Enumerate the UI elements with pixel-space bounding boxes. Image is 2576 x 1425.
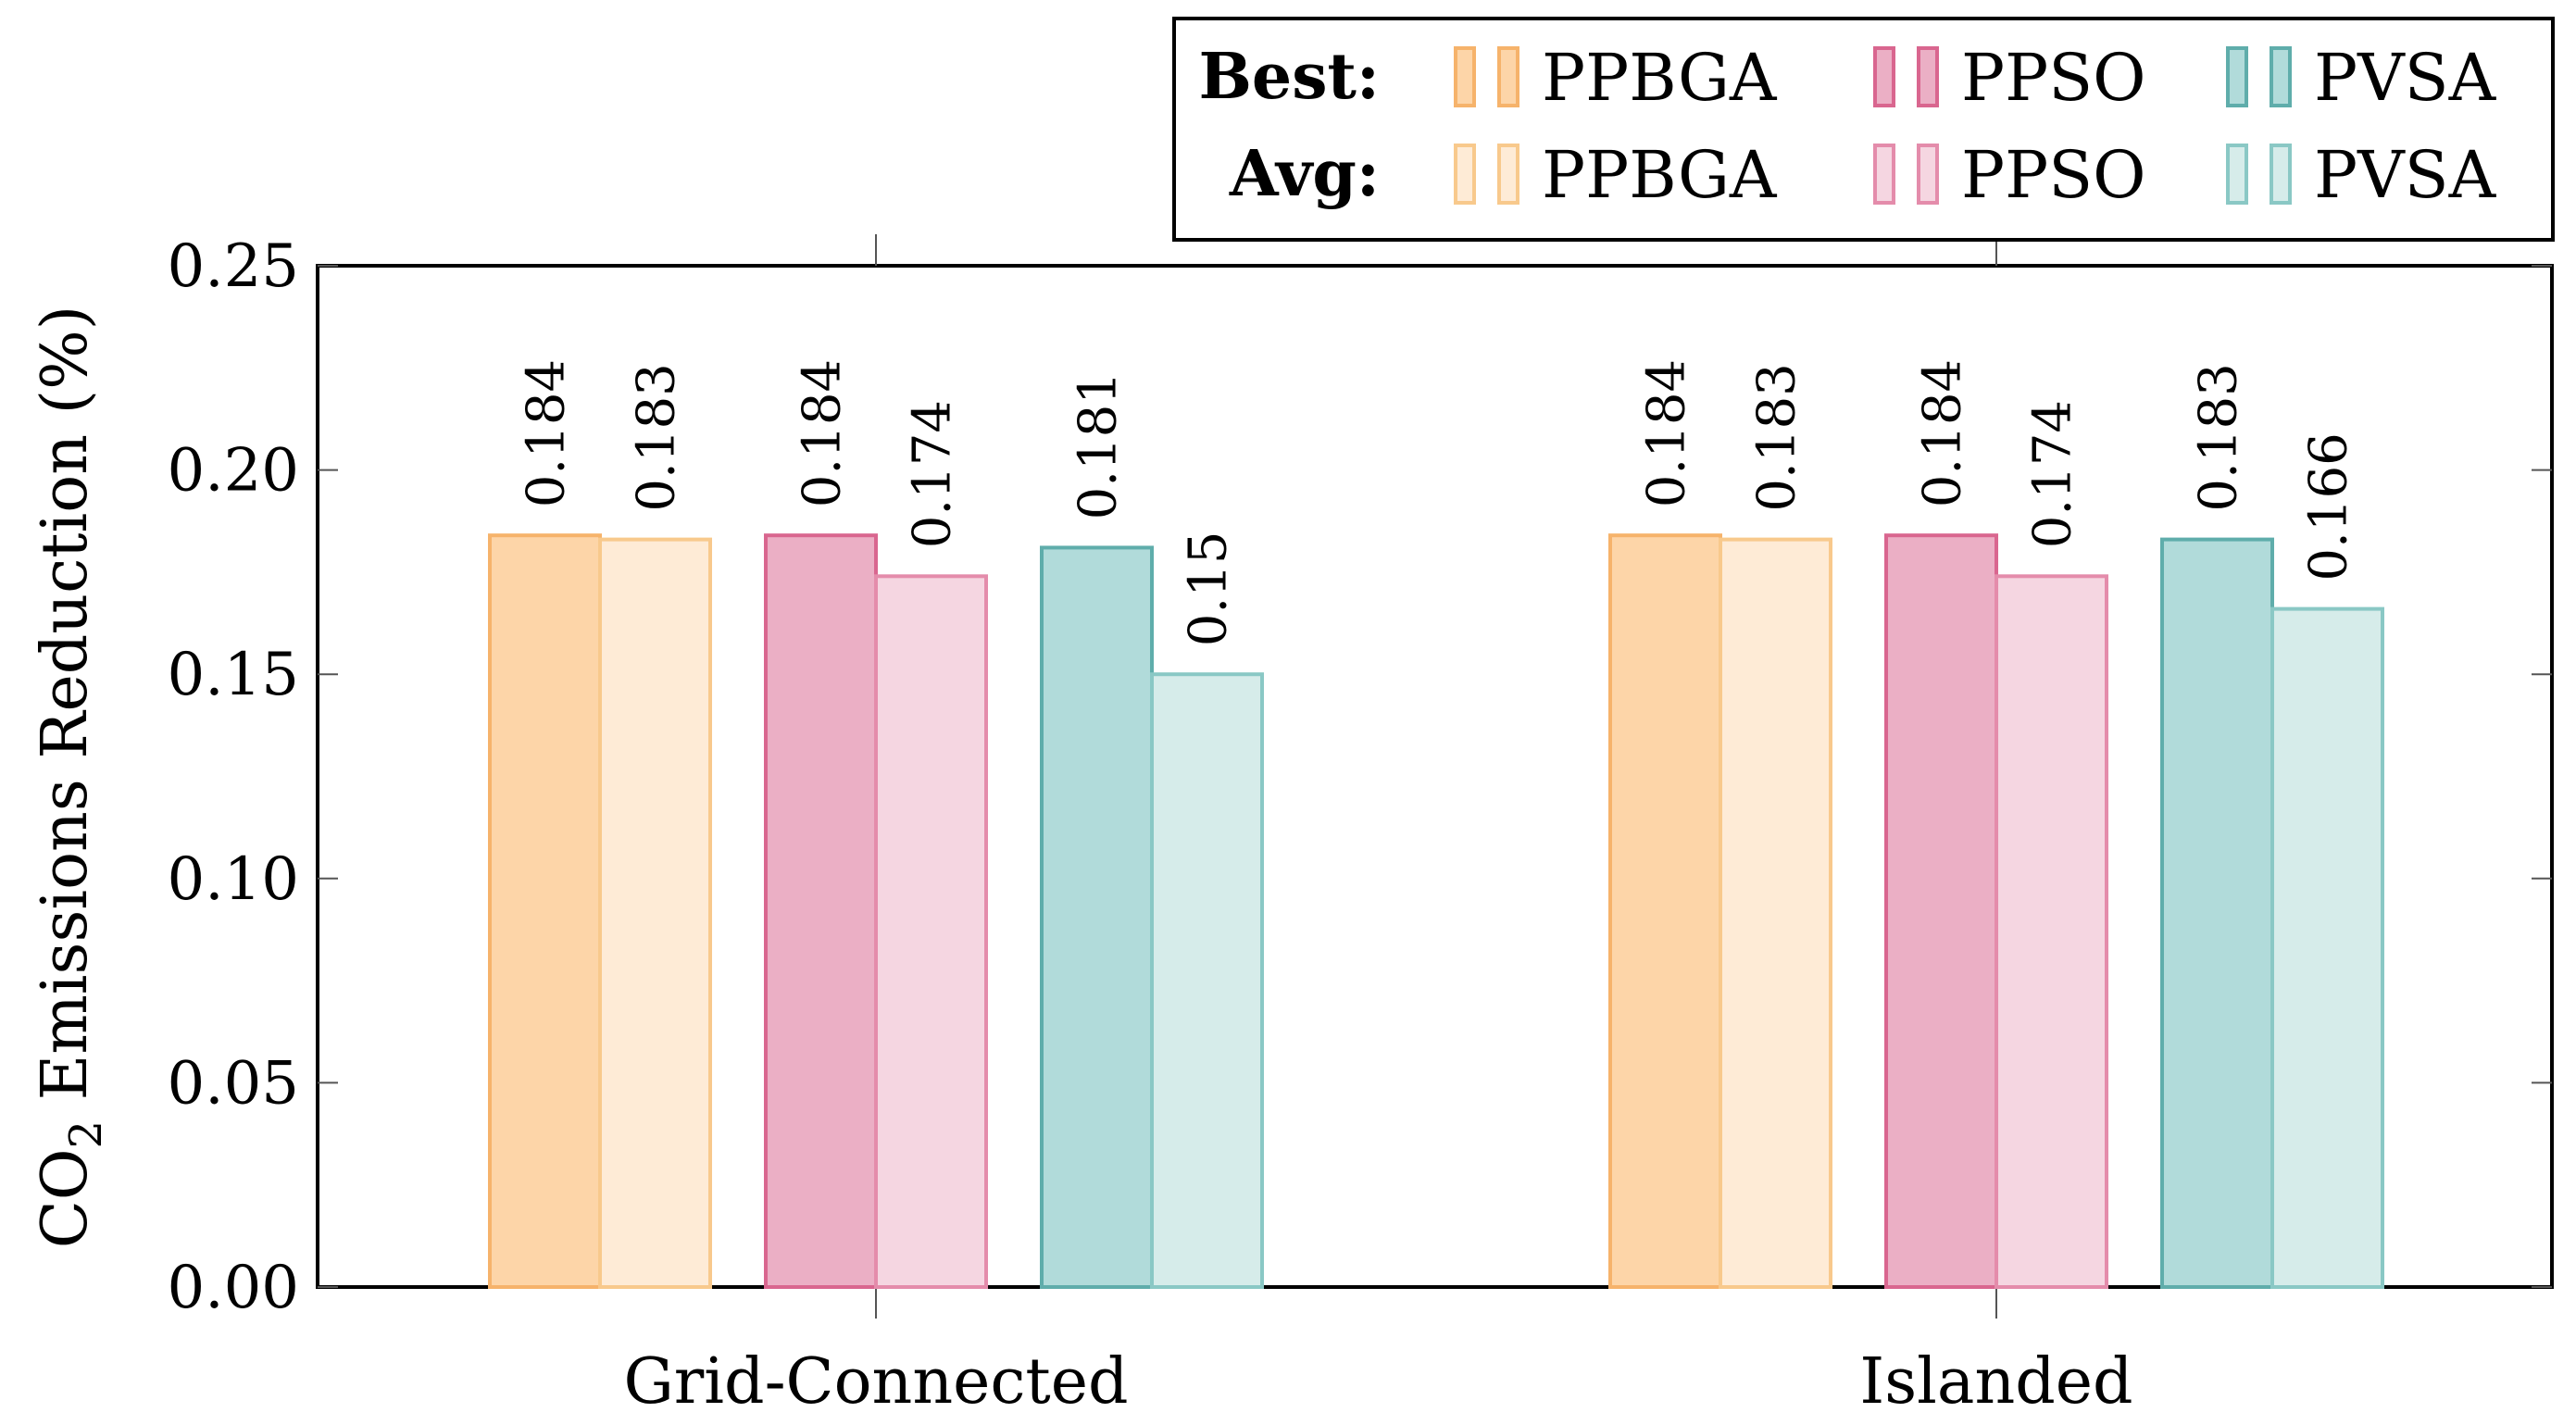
- legend-item-label: PVSA: [2314, 40, 2497, 116]
- legend-frame: [1172, 17, 2555, 242]
- legend-row-label: Avg:: [1229, 137, 1380, 211]
- bar-value-label: 0.174: [2023, 400, 2083, 548]
- bar: [764, 533, 878, 1289]
- legend-row-label: Best:: [1198, 40, 1380, 114]
- legend-swatch: [2226, 46, 2248, 107]
- bar-value-label: 0.181: [1069, 371, 1129, 519]
- legend-swatch: [2270, 144, 2292, 205]
- legend-swatch: [1873, 144, 1895, 205]
- legend-swatch: [1454, 144, 1476, 205]
- y-tick-label: 0.25: [168, 232, 300, 301]
- x-category-label: Islanded: [1859, 1345, 2132, 1419]
- bar: [1608, 533, 1722, 1289]
- y-tick-label: 0.00: [168, 1254, 300, 1322]
- bar: [2160, 537, 2274, 1289]
- y-tick-label: 0.20: [168, 437, 300, 506]
- bar-value-label: 0.184: [1637, 359, 1697, 507]
- legend-item-label: PPBGA: [1542, 40, 1778, 116]
- axis-ticks: 0.00 0.05 0.10 0.15 0.20 0.25 Grid-Connected Is…: [168, 232, 2552, 1419]
- legend-swatch: [1917, 144, 1939, 205]
- legend-item-label: PVSA: [2314, 137, 2497, 213]
- y-tick-label: 0.10: [168, 845, 300, 914]
- legend-swatch: [1454, 46, 1476, 107]
- legend-item-label: PPSO: [1961, 40, 2146, 116]
- plot-frame: [316, 264, 2554, 1289]
- legend-swatch: [2226, 144, 2248, 205]
- legend-swatch: [1873, 46, 1895, 107]
- bars: [488, 533, 2384, 1289]
- bar: [1150, 672, 1264, 1289]
- bar-value-label: 0.183: [2189, 363, 2249, 511]
- bar: [1884, 533, 1998, 1289]
- bar-value-label: 0.184: [793, 359, 853, 507]
- legend-swatch: [1497, 144, 1519, 205]
- bar-value-label: 0.183: [627, 363, 687, 511]
- legend-item-label: PPBGA: [1542, 137, 1778, 213]
- y-axis-title: CO2 Emissions Reduction (%): [29, 306, 112, 1249]
- bar-labels: 0.184 0.184 0.183 0.183 0.184 0.184 0.174 0.174…: [517, 359, 2359, 646]
- bar-value-label: 0.184: [1913, 359, 1973, 507]
- bar: [598, 537, 712, 1289]
- bar: [874, 574, 988, 1289]
- legend-item-label: PPSO: [1961, 137, 2146, 213]
- legend-swatch: [1917, 46, 1939, 107]
- bar-value-label: 0.166: [2299, 432, 2359, 581]
- y-axis-title-subscript: 2: [60, 1120, 112, 1149]
- y-tick-label: 0.05: [168, 1049, 300, 1118]
- bar: [1719, 537, 1832, 1289]
- bar-value-label: 0.15: [1179, 531, 1239, 647]
- bar: [1040, 545, 1154, 1289]
- bar-value-label: 0.183: [1747, 363, 1807, 511]
- legend-swatch: [2270, 46, 2292, 107]
- bar: [2270, 606, 2384, 1289]
- bar: [488, 533, 602, 1289]
- legend: Best: PPBGA PPSO PVSA Avg: PPBGA PPSO PVSA: [1172, 17, 2555, 242]
- legend-swatch: [1497, 46, 1519, 107]
- bar: [1995, 574, 2108, 1289]
- x-category-label: Grid-Connected: [623, 1345, 1128, 1419]
- y-tick-label: 0.15: [168, 641, 300, 709]
- bar-value-label: 0.184: [517, 359, 577, 507]
- bar-value-label: 0.174: [903, 400, 963, 548]
